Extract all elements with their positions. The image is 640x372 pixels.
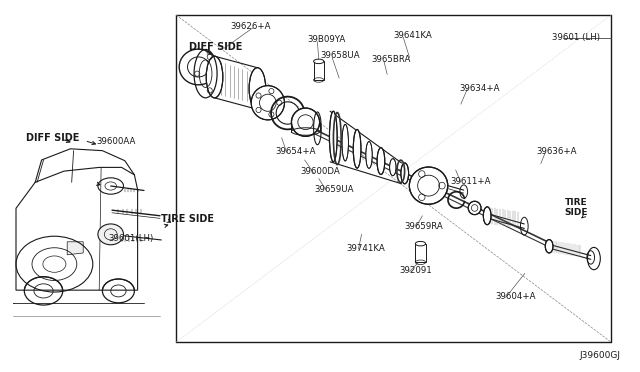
Text: DIFF SIDE: DIFF SIDE: [189, 42, 242, 51]
Ellipse shape: [377, 148, 385, 174]
Bar: [415, 244, 426, 262]
Text: 39654+A: 39654+A: [275, 147, 316, 156]
Ellipse shape: [415, 241, 426, 246]
Text: 39611+A: 39611+A: [450, 177, 490, 186]
Text: 39B09YA: 39B09YA: [307, 35, 346, 44]
Ellipse shape: [401, 163, 408, 184]
Polygon shape: [16, 167, 138, 290]
Text: 39658UA: 39658UA: [320, 51, 360, 60]
Text: 39601(LH): 39601(LH): [109, 234, 154, 243]
Text: J39600GJ: J39600GJ: [579, 351, 620, 360]
Ellipse shape: [330, 111, 337, 162]
Text: TIRE SIDE: TIRE SIDE: [161, 214, 214, 224]
Ellipse shape: [410, 167, 448, 204]
Text: 39604+A: 39604+A: [495, 292, 536, 301]
Polygon shape: [67, 242, 83, 255]
Text: 39641KA: 39641KA: [394, 31, 433, 40]
Text: 39601 (LH): 39601 (LH): [552, 33, 600, 42]
Text: TIRE
SIDE: TIRE SIDE: [564, 198, 588, 217]
Ellipse shape: [390, 159, 396, 176]
Bar: [314, 61, 324, 80]
Text: 39626+A: 39626+A: [230, 22, 271, 31]
Text: 39659RA: 39659RA: [404, 222, 444, 231]
Text: 39634+A: 39634+A: [460, 84, 500, 93]
Ellipse shape: [291, 108, 319, 137]
Text: DIFF SIDE: DIFF SIDE: [26, 134, 79, 143]
Ellipse shape: [206, 56, 223, 98]
Text: 392091: 392091: [399, 266, 432, 275]
Ellipse shape: [545, 240, 553, 253]
Ellipse shape: [483, 207, 491, 225]
Text: 39636+A: 39636+A: [536, 147, 577, 156]
Ellipse shape: [251, 86, 284, 120]
Ellipse shape: [468, 201, 481, 215]
Text: 39600AA: 39600AA: [96, 137, 136, 146]
Text: 3965BRA: 3965BRA: [371, 55, 411, 64]
Ellipse shape: [98, 224, 124, 245]
Ellipse shape: [249, 68, 266, 109]
Text: 39659UA: 39659UA: [315, 185, 355, 194]
Ellipse shape: [366, 141, 372, 169]
Ellipse shape: [353, 129, 361, 168]
Ellipse shape: [342, 124, 348, 161]
Ellipse shape: [314, 59, 324, 64]
Text: 39600DA: 39600DA: [301, 167, 340, 176]
Text: 39741KA: 39741KA: [347, 244, 386, 253]
